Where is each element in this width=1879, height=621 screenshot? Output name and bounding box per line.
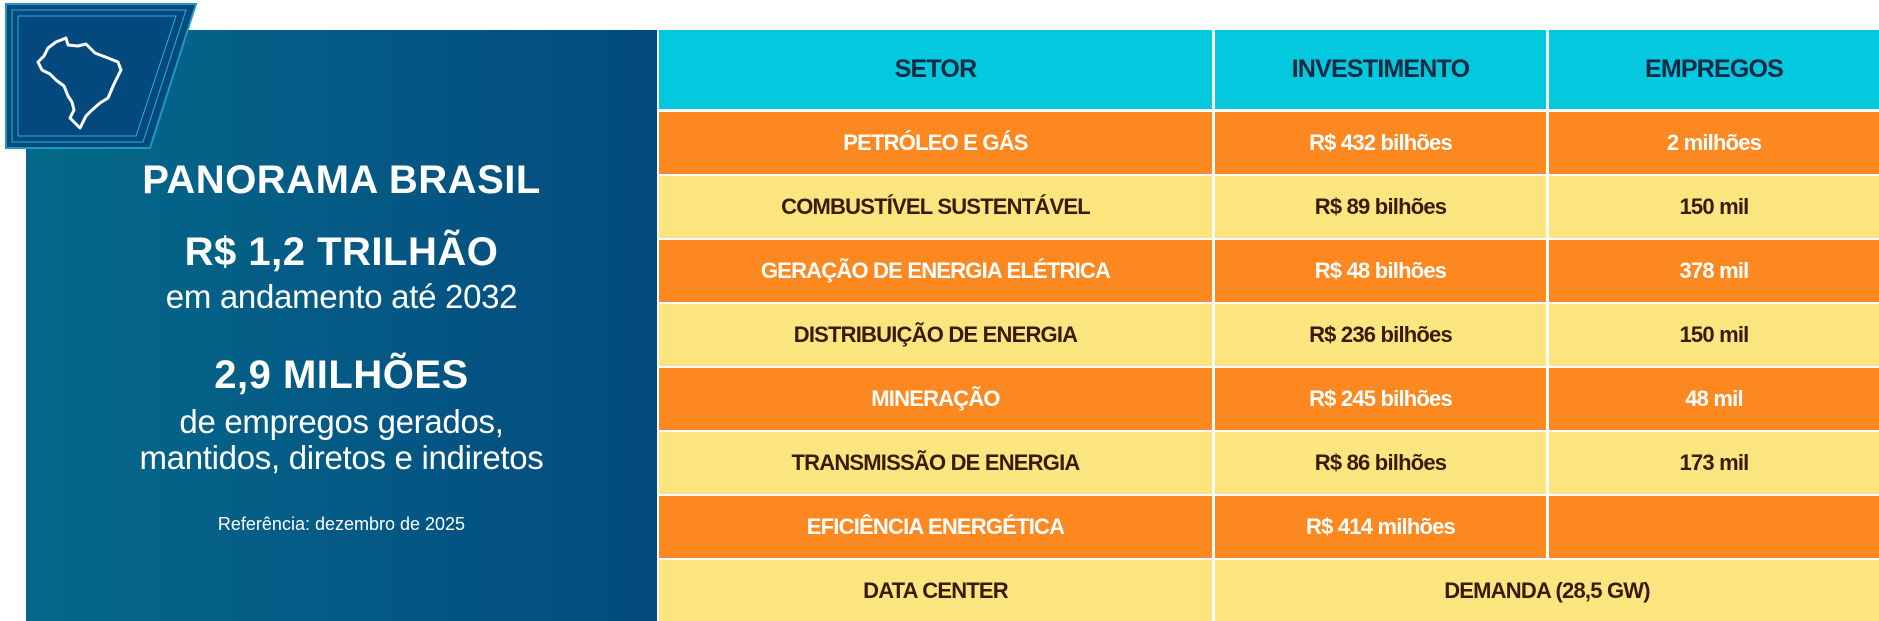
cell-setor: MINERAÇÃO xyxy=(659,368,1212,430)
header-investimento: INVESTIMENTO xyxy=(1215,30,1546,109)
reference-date: Referência: dezembro de 2025 xyxy=(217,514,466,534)
panel-title: PANORAMA BRASIL xyxy=(142,158,541,202)
table-header: SETOR INVESTIMENTO EMPREGOS xyxy=(659,30,1879,109)
cell-empregos xyxy=(1549,496,1879,558)
jobs-caption-line1: de empregos gerados, xyxy=(179,403,504,440)
table-row: EFICIÊNCIA ENERGÉTICA R$ 414 milhões xyxy=(659,496,1879,558)
cell-empregos: 2 milhões xyxy=(1549,112,1879,174)
cell-empregos: 173 mil xyxy=(1549,432,1879,494)
cell-setor: PETRÓLEO E GÁS xyxy=(659,112,1212,174)
cell-investimento: R$ 86 bilhões xyxy=(1215,432,1546,494)
sector-table: SETOR INVESTIMENTO EMPREGOS PETRÓLEO E G… xyxy=(659,30,1879,621)
jobs-total: 2,9 MILHÕES xyxy=(214,353,469,397)
cell-setor: GERAÇÃO DE ENERGIA ELÉTRICA xyxy=(659,240,1212,302)
header-setor: SETOR xyxy=(659,30,1212,109)
table-row: COMBUSTÍVEL SUSTENTÁVEL R$ 89 bilhões 15… xyxy=(659,176,1879,238)
cell-setor: TRANSMISSÃO DE ENERGIA xyxy=(659,432,1212,494)
table-row: GERAÇÃO DE ENERGIA ELÉTRICA R$ 48 bilhõe… xyxy=(659,240,1879,302)
investment-caption: em andamento até 2032 xyxy=(165,278,518,315)
cell-investimento: R$ 245 bilhões xyxy=(1215,368,1546,430)
cell-empregos: 48 mil xyxy=(1549,368,1879,430)
cell-investimento: R$ 48 bilhões xyxy=(1215,240,1546,302)
cell-investimento: R$ 89 bilhões xyxy=(1215,176,1546,238)
brazil-map-icon xyxy=(36,36,123,130)
cell-investimento: R$ 432 bilhões xyxy=(1215,112,1546,174)
cell-setor: COMBUSTÍVEL SUSTENTÁVEL xyxy=(659,176,1212,238)
jobs-caption-line2: mantidos, diretos e indiretos xyxy=(139,439,544,476)
cell-setor: DISTRIBUIÇÃO DE ENERGIA xyxy=(659,304,1212,366)
cell-investimento: R$ 236 bilhões xyxy=(1215,304,1546,366)
table-row: DATA CENTER DEMANDA (28,5 GW) xyxy=(659,560,1879,621)
table-row: TRANSMISSÃO DE ENERGIA R$ 86 bilhões 173… xyxy=(659,432,1879,494)
header-empregos: EMPREGOS xyxy=(1549,30,1879,109)
table-row: DISTRIBUIÇÃO DE ENERGIA R$ 236 bilhões 1… xyxy=(659,304,1879,366)
table-row: MINERAÇÃO R$ 245 bilhões 48 mil xyxy=(659,368,1879,430)
table-row: PETRÓLEO E GÁS R$ 432 bilhões 2 milhões xyxy=(659,112,1879,174)
brazil-map-badge xyxy=(5,3,198,149)
cell-demanda: DEMANDA (28,5 GW) xyxy=(1215,560,1879,621)
cell-setor: DATA CENTER xyxy=(659,560,1212,621)
cell-investimento: R$ 414 milhões xyxy=(1215,496,1546,558)
cell-empregos: 150 mil xyxy=(1549,176,1879,238)
cell-empregos: 378 mil xyxy=(1549,240,1879,302)
cell-setor: EFICIÊNCIA ENERGÉTICA xyxy=(659,496,1212,558)
investment-total: R$ 1,2 TRILHÃO xyxy=(184,230,499,274)
cell-empregos: 150 mil xyxy=(1549,304,1879,366)
